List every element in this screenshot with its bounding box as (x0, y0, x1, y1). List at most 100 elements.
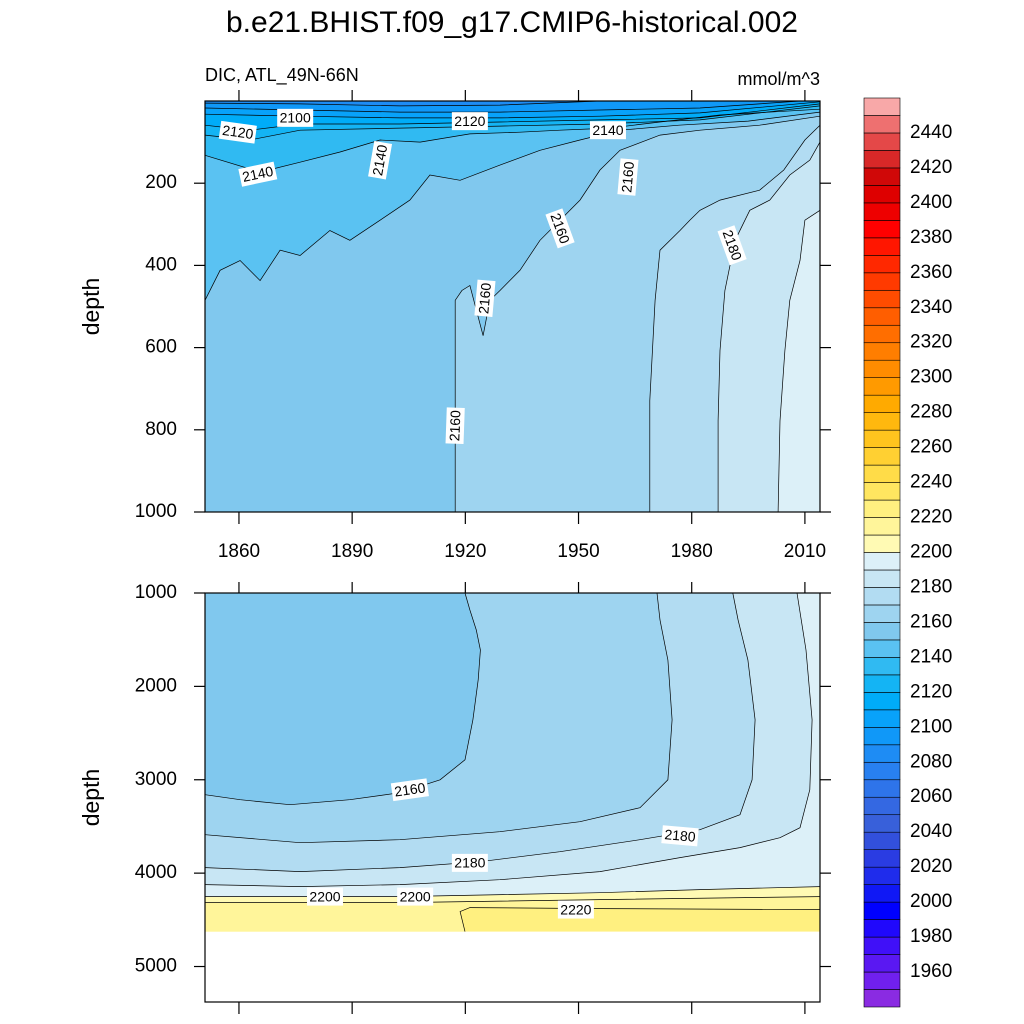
contour-line (204, 592, 813, 887)
colorbar-box (863, 202, 901, 221)
colorbar-box (863, 132, 901, 151)
colorbar-tick-label: 2060 (910, 786, 952, 807)
colorbar-box (863, 744, 901, 763)
colorbar-box (863, 220, 901, 239)
colorbar-tick-label: 2220 (910, 507, 952, 528)
colorbar-box (863, 866, 901, 885)
contour-label: 2140 (589, 121, 626, 140)
contour-line (454, 115, 821, 512)
label-box (589, 121, 626, 140)
subtitle: DIC, ATL_49N-66N (205, 65, 359, 86)
contour-line (204, 592, 481, 806)
contour-label-text: 2120 (454, 113, 485, 129)
colorbar-box (863, 971, 901, 990)
colorbar-box (863, 639, 901, 658)
colorbar-box (863, 150, 901, 169)
colorbar-box (863, 796, 901, 816)
colorbar-box (863, 919, 901, 938)
colorbar-box (863, 499, 901, 518)
contour-label: 2140 (238, 161, 278, 187)
label-box (445, 407, 465, 444)
plot-frame (204, 100, 821, 513)
colorbar-tick-label: 2400 (910, 192, 952, 213)
colorbar-tick-label: 2140 (910, 646, 952, 667)
colorbar-box (863, 569, 901, 588)
contour-label: 2180 (661, 825, 699, 847)
contour-label: 2180 (451, 853, 488, 872)
colorbar-tick-label: 2120 (910, 681, 952, 702)
contour-label-text: 2160 (446, 410, 463, 442)
colorbar-box (863, 761, 901, 781)
colorbar-box (863, 359, 901, 378)
colorbar-tick-label: 2160 (910, 611, 952, 632)
contour-line (459, 907, 821, 932)
colorbar-box (863, 604, 901, 623)
contour-label: 2120 (451, 112, 488, 131)
y-tick-label: 200 (145, 172, 177, 193)
colorbar-tick-label: 2240 (910, 472, 952, 493)
colorbar-box (863, 989, 901, 1008)
colorbar-box (863, 342, 901, 361)
colorbar-tick-label: 2200 (910, 542, 952, 563)
contour-label: 2160 (474, 279, 496, 317)
contour-line (204, 103, 821, 131)
y-tick-label: 5000 (135, 956, 177, 977)
colorbar-box (863, 447, 901, 466)
contour-fill (205, 593, 481, 805)
contour-label: 2140 (368, 140, 393, 180)
colorbar-box (863, 394, 901, 413)
colorbar-box (863, 657, 901, 676)
contour-label-text: 2140 (241, 163, 275, 185)
contour-fill (205, 101, 600, 106)
colorbar-tick-label: 2360 (910, 262, 952, 283)
contour-line (204, 105, 821, 141)
x-tick-label: 2010 (784, 541, 826, 562)
contour-label: 2120 (218, 120, 257, 144)
colorbar-box (863, 289, 901, 309)
contour-label: 2220 (557, 900, 594, 919)
label-box (717, 225, 747, 266)
y-tick-label: 2000 (135, 675, 177, 696)
y-tick-label: 1000 (135, 501, 177, 522)
x-tick-label: 1980 (671, 541, 713, 562)
contour-fill (205, 101, 820, 301)
colorbar-tick-label: 2260 (910, 437, 952, 458)
colorbar-tick-label: 2420 (910, 157, 952, 178)
colorbar-box (863, 709, 901, 728)
contour-line (204, 592, 673, 844)
contour-label-text: 2160 (475, 282, 494, 315)
colorbar-tick-label: 1980 (910, 926, 952, 947)
contour-label-text: 2200 (400, 888, 431, 904)
contour-label-text: 2140 (369, 143, 390, 177)
contour-label-text: 2160 (618, 161, 637, 194)
label-box (557, 900, 594, 919)
colorbar-box (863, 464, 901, 483)
contour-label-text: 2180 (664, 826, 697, 845)
label-box (277, 108, 314, 127)
colorbar-tick-label: 2340 (910, 297, 952, 318)
contour-label-text: 2200 (309, 888, 340, 904)
label-box (397, 887, 434, 906)
contour-label: 2100 (277, 108, 314, 127)
contour-line (204, 100, 601, 107)
colorbar-tick-label: 2300 (910, 367, 952, 388)
colorbar-box (863, 517, 901, 536)
x-tick-label: 1890 (331, 541, 373, 562)
colorbar-tick-label: 2040 (910, 821, 952, 842)
colorbar-box (863, 779, 901, 798)
colorbar-box (863, 115, 901, 134)
contour-label: 2200 (397, 887, 434, 906)
colorbar-tick-label: 2000 (910, 891, 952, 912)
y-tick-label: 600 (145, 337, 177, 358)
contour-label: 2160 (445, 407, 465, 444)
contour-label-text: 2220 (560, 901, 591, 917)
y-tick-label: 3000 (135, 769, 177, 790)
colorbar-box (863, 552, 901, 571)
y-tick-label: 1000 (135, 582, 177, 603)
label-box (451, 112, 488, 131)
x-tick-label: 1920 (444, 541, 486, 562)
colorbar-box (863, 307, 901, 326)
plot-frame (204, 592, 821, 1003)
colorbar-box (863, 255, 901, 274)
y-axis-title: depth (78, 278, 104, 336)
